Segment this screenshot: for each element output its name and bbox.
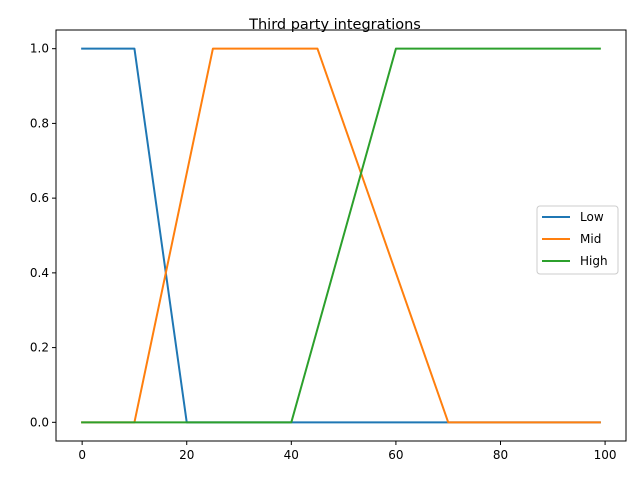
series-line-high [81, 47, 601, 424]
x-tick-label: 80 [493, 448, 508, 462]
legend-label-high: High [580, 254, 608, 268]
y-tick-label: 0.4 [30, 266, 49, 280]
legend-box [536, 205, 619, 275]
series-line-low [81, 47, 601, 424]
y-tick-label: 0.8 [30, 116, 49, 130]
y-tick-label: 0.6 [30, 191, 49, 205]
x-tick-label: 0 [78, 448, 86, 462]
x-tick-label: 60 [388, 448, 403, 462]
legend-label-low: Low [580, 210, 604, 224]
series-lines [81, 47, 601, 424]
y-axis: 0.0 0.2 0.4 0.6 0.8 1.0 [30, 42, 56, 429]
legend-label-mid: Mid [580, 232, 601, 246]
y-tick-label: 1.0 [30, 42, 49, 56]
x-axis: 0 20 40 60 80 100 [78, 441, 617, 462]
y-tick-label: 0.2 [30, 341, 49, 355]
chart-title: Third party integrations [248, 17, 421, 33]
x-tick-label: 100 [594, 448, 617, 462]
legend: Low Mid High [536, 205, 619, 275]
x-tick-label: 20 [179, 448, 194, 462]
plot-frame [55, 29, 627, 442]
x-tick-label: 40 [284, 448, 299, 462]
y-tick-label: 0.0 [30, 415, 49, 429]
